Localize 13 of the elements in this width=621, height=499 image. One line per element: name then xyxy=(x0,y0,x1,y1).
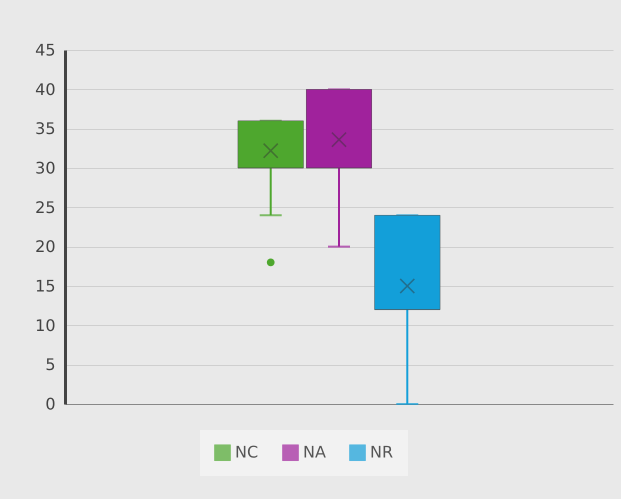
y-tick-label: 25 xyxy=(35,198,56,217)
legend-label: NC xyxy=(235,442,258,462)
y-tick-label: 40 xyxy=(35,80,56,99)
y-tick-label: 0 xyxy=(45,394,56,414)
y-tick-label: 5 xyxy=(45,355,56,374)
legend-label: NR xyxy=(370,442,394,462)
y-tick-label: 30 xyxy=(35,158,56,178)
legend-label: NA xyxy=(303,442,326,462)
y-tick-label: 10 xyxy=(35,316,56,335)
y-tick-label: 45 xyxy=(35,40,56,60)
y-tick-label: 15 xyxy=(35,276,56,296)
y-tick-label: 35 xyxy=(35,119,56,138)
y-tick-label: 20 xyxy=(35,237,56,256)
